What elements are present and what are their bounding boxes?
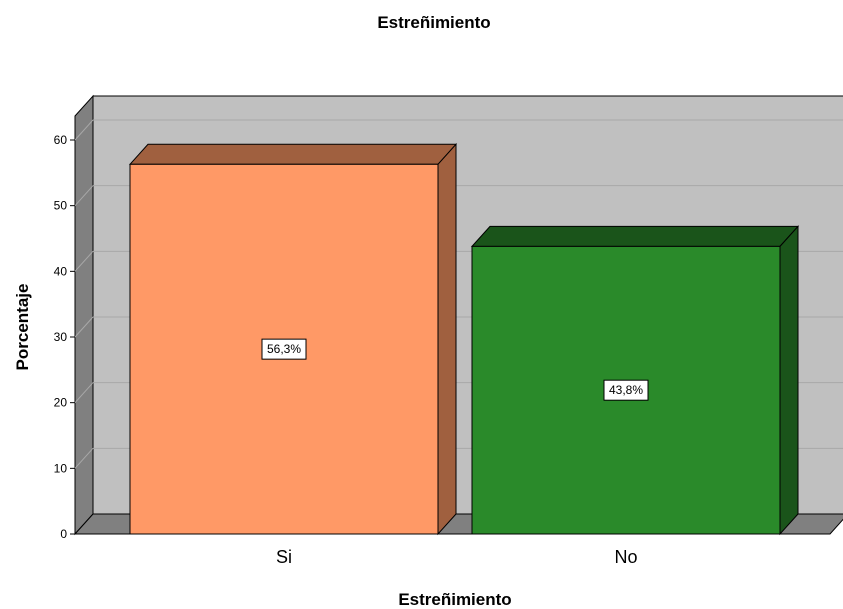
gridline-side [74, 185, 94, 207]
bar-si: 56,3% [128, 142, 458, 536]
x-axis-ticks: Si No [276, 547, 638, 567]
data-label: 56,3% [267, 342, 301, 356]
bars: 56,3% 43,8% [128, 142, 800, 536]
x-tick-label: No [614, 547, 637, 567]
bar-side [437, 142, 457, 536]
x-tick-label: Si [276, 547, 292, 567]
left-wall [74, 94, 94, 536]
bar-top [128, 143, 458, 165]
y-tick-label: 40 [54, 264, 68, 278]
gridline-side [74, 119, 94, 141]
gridline-side [74, 382, 94, 404]
x-axis-title: Estreñimiento [398, 590, 511, 609]
y-tick-label: 0 [60, 527, 67, 541]
y-tick-label: 30 [54, 330, 68, 344]
y-axis-title: Porcentaje [13, 284, 32, 371]
bar-side [779, 225, 799, 536]
gridline-side [74, 447, 94, 469]
gridline-side [74, 250, 94, 272]
y-tick-label: 10 [54, 461, 68, 475]
y-tick-label: 60 [54, 133, 68, 147]
chart-title: Estreñimiento [377, 13, 490, 32]
y-axis-ticks: 0 10 20 30 40 50 60 [54, 133, 75, 541]
data-label: 43,8% [609, 383, 643, 397]
bar-top [470, 225, 800, 247]
data-label-box [261, 338, 307, 360]
data-label-box [603, 379, 649, 401]
plot-area: 0 10 20 30 40 50 60 56,3% 43,8% Si No [54, 94, 843, 567]
gridline-side [74, 316, 94, 338]
y-tick-label: 20 [54, 396, 68, 410]
y-tick-label: 50 [54, 199, 68, 213]
bar-no: 43,8% [470, 225, 800, 536]
